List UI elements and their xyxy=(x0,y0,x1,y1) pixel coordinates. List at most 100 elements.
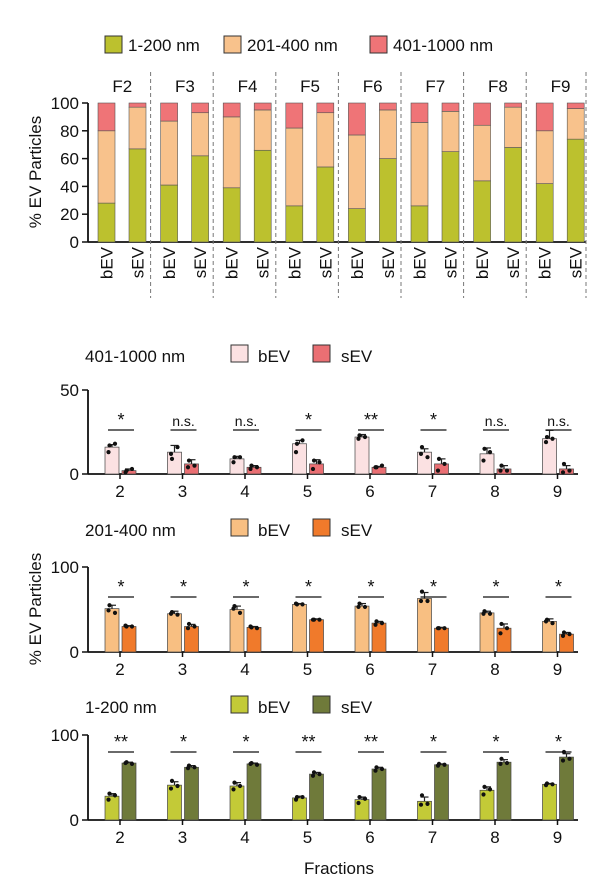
data-point xyxy=(560,758,566,763)
stacked-group-label: F8 xyxy=(488,77,508,96)
x-tick-label: 5 xyxy=(303,660,312,679)
data-point xyxy=(185,766,191,771)
data-point xyxy=(550,621,555,626)
data-point xyxy=(300,794,305,800)
data-point xyxy=(379,463,385,468)
bev-bar xyxy=(417,598,432,653)
stacked-group-label: F2 xyxy=(112,77,132,96)
data-point xyxy=(487,787,493,792)
panel-201-400-size-label: 201-400 nm xyxy=(85,521,176,540)
data-point xyxy=(419,445,425,450)
stacked-bar-segment xyxy=(285,205,304,243)
data-point xyxy=(425,598,430,604)
significance-label: n.s. xyxy=(547,413,570,429)
data-point xyxy=(107,603,112,608)
x-tick-label: 3 xyxy=(178,482,187,501)
sev-bar xyxy=(434,627,449,653)
x-tick-label: 4 xyxy=(240,660,249,679)
bev-bar xyxy=(167,613,182,653)
data-point xyxy=(379,621,385,626)
stacked-bar-segment xyxy=(316,112,335,168)
panel-401-1000-sev-label: sEV xyxy=(341,347,373,366)
bev-bar xyxy=(542,438,557,475)
data-point xyxy=(175,783,180,789)
bev-bar xyxy=(417,451,432,475)
x-tick-label: 6 xyxy=(365,660,374,679)
stacked-group-label: F4 xyxy=(238,77,258,96)
stacked-x-tick-label: bEV xyxy=(473,246,492,279)
x-tick-label: 8 xyxy=(490,828,499,847)
data-point xyxy=(129,466,135,472)
y-tick-label: 0 xyxy=(70,811,79,830)
stacked-bar-segment xyxy=(348,102,366,136)
panel-1-200: 0 100 2 ** 3 * 4 * 5 ** 6 ** 7 * 8 * 9 * xyxy=(51,726,578,847)
x-tick-label: 7 xyxy=(428,482,437,501)
data-point xyxy=(192,463,197,468)
stacked-bar-segment xyxy=(348,208,366,243)
data-point xyxy=(231,787,236,792)
data-point xyxy=(356,436,361,441)
data-point xyxy=(561,461,567,467)
stacked-group-label: F5 xyxy=(300,77,320,96)
data-point xyxy=(436,456,442,461)
x-tick-label: 6 xyxy=(365,482,374,501)
stacked-x-tick-label: bEV xyxy=(411,246,430,279)
stacked-bar-segment xyxy=(285,102,304,129)
data-point xyxy=(373,465,378,470)
data-point xyxy=(129,624,135,629)
stacked-group-label: F9 xyxy=(551,77,571,96)
significance-label: * xyxy=(555,732,562,752)
panel-1-200-bev-swatch xyxy=(230,695,249,714)
significance-label: * xyxy=(430,732,437,752)
stacked-x-tick-label: bEV xyxy=(160,246,179,279)
data-point xyxy=(175,612,180,617)
data-point xyxy=(123,470,128,475)
data-point xyxy=(561,630,567,635)
stacked-x-tick-label: bEV xyxy=(98,246,117,279)
stacked-x-tick-label: sEV xyxy=(191,246,210,278)
data-point xyxy=(232,455,237,460)
x-tick-label: 9 xyxy=(553,482,562,501)
bev-bar xyxy=(542,783,557,821)
stacked-y-tick-label: 0 xyxy=(70,233,79,252)
bev-bar xyxy=(292,604,307,653)
stacked-bar-segment xyxy=(128,106,147,150)
stacked-y-tick-label: 100 xyxy=(51,94,79,113)
data-point xyxy=(317,460,322,465)
stacked-bar-segment xyxy=(473,102,491,126)
stacked-bar-segment xyxy=(222,187,241,243)
data-point xyxy=(357,433,362,438)
legend-swatch-small xyxy=(104,35,123,54)
stacked-bar-segment xyxy=(504,106,522,148)
stacked-x-tick-label: sEV xyxy=(504,246,523,278)
stacked-bar-segment xyxy=(128,102,147,108)
stacked-x-tick-label: bEV xyxy=(285,246,304,279)
data-point xyxy=(498,761,503,767)
significance-label: * xyxy=(117,410,124,430)
stacked-bar-segment xyxy=(191,155,209,243)
stacked-bar-segment xyxy=(97,102,116,132)
stacked-bar-segment xyxy=(316,102,335,114)
panel-401-1000-legend: 401-1000 nm bEV sEV xyxy=(85,344,373,366)
y-tick-label: 0 xyxy=(70,465,79,484)
stacked-x-tick-label: bEV xyxy=(223,246,242,279)
data-point xyxy=(254,626,260,631)
data-point xyxy=(435,468,441,473)
data-point xyxy=(482,446,487,451)
data-point xyxy=(356,604,361,610)
stacked-bar-segment xyxy=(222,102,241,118)
data-point xyxy=(567,468,572,473)
x-tick-label: 4 xyxy=(240,828,249,847)
data-point xyxy=(317,617,322,622)
data-point xyxy=(185,626,191,631)
stacked-bar-segment xyxy=(316,166,335,243)
legend-label-small: 1-200 nm xyxy=(128,36,200,55)
data-point xyxy=(442,461,447,467)
bev-bar xyxy=(479,612,495,653)
panel-401-1000-bev-swatch xyxy=(230,344,249,363)
data-point xyxy=(499,463,504,468)
data-point xyxy=(373,622,378,627)
data-point xyxy=(123,760,128,766)
stacked-bar-segment xyxy=(379,102,397,111)
data-point xyxy=(293,450,299,455)
